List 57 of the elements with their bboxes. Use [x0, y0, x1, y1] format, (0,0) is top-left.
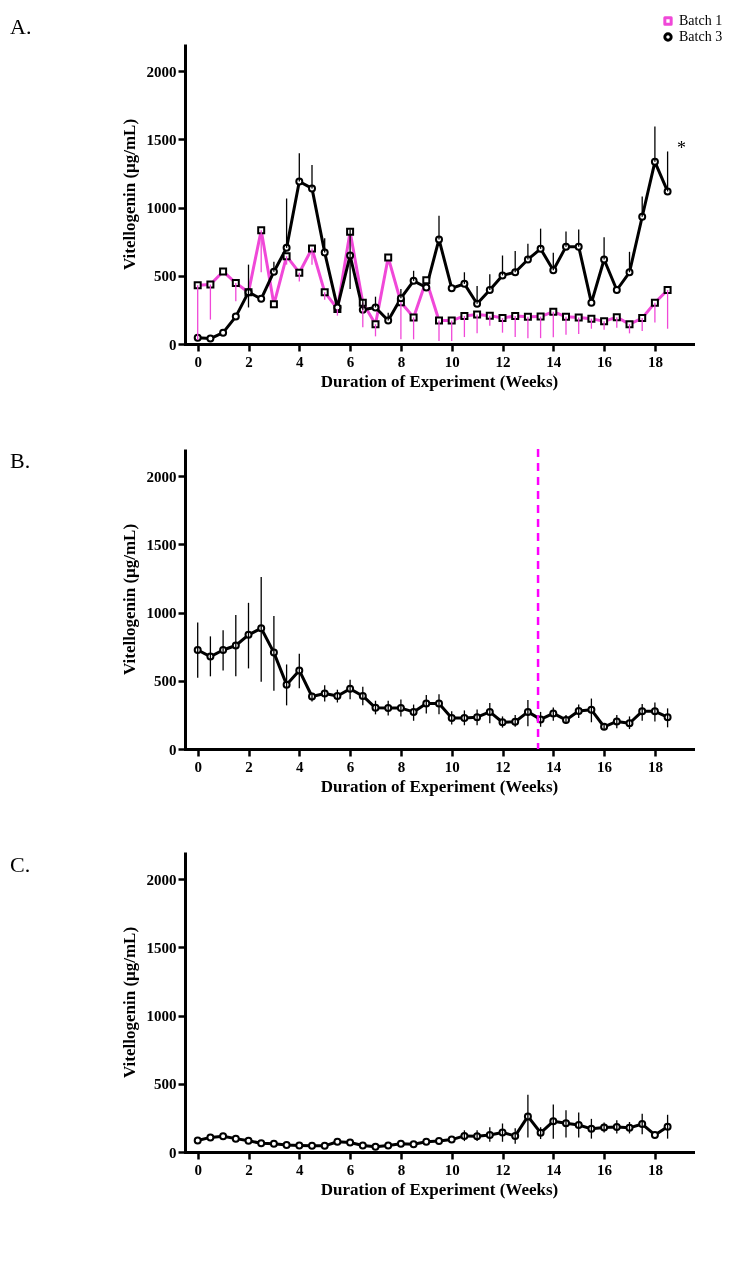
x-tick-label: 2: [245, 353, 253, 370]
y-tick-label: 500: [154, 1076, 177, 1093]
x-tick-label: 6: [346, 758, 355, 775]
x-tick-label: 10: [444, 353, 460, 370]
chart-title: C.: [10, 852, 31, 877]
x-tick-label: 18: [647, 353, 663, 370]
x-tick-label: 8: [397, 353, 406, 370]
x-axis-title: Duration of Experiment (Weeks): [320, 1179, 559, 1199]
x-tick-label: 10: [444, 758, 460, 775]
x-tick-label: 0: [194, 758, 202, 775]
y-tick-label: 2000: [146, 871, 177, 888]
x-tick-label: 14: [546, 1161, 562, 1178]
y-tick-label: 0: [169, 741, 177, 758]
y-tick-label: 2000: [146, 468, 177, 485]
annotation: *: [677, 138, 687, 158]
x-tick-label: 16: [597, 353, 613, 370]
x-tick-label: 6: [346, 353, 355, 370]
x-tick-label: 4: [296, 1161, 305, 1178]
x-tick-label: 14: [546, 758, 562, 775]
x-tick-label: 8: [397, 758, 406, 775]
x-tick-label: 12: [495, 1161, 511, 1178]
y-tick-label: 1500: [146, 131, 177, 148]
x-tick-label: 2: [245, 1161, 253, 1178]
x-tick-label: 4: [296, 758, 305, 775]
y-tick-label: 1000: [146, 200, 177, 217]
x-tick-label: 18: [647, 1161, 663, 1178]
x-tick-label: 16: [597, 758, 613, 775]
y-axis-title: Vitellogenin (μg/mL): [119, 523, 139, 676]
x-axis-title: Duration of Experiment (Weeks): [320, 776, 559, 796]
x-tick-label: 14: [546, 353, 562, 370]
x-tick-label: 0: [194, 353, 202, 370]
x-tick-label: 0: [194, 1161, 202, 1178]
y-axis-title: Vitellogenin (μg/mL): [119, 118, 139, 271]
x-tick-label: 2: [245, 758, 253, 775]
x-axis-title: Duration of Experiment (Weeks): [320, 371, 559, 391]
y-tick-label: 1000: [146, 605, 177, 622]
y-tick-label: 0: [169, 336, 177, 353]
legend-label: Batch 3: [679, 29, 723, 44]
y-tick-label: 0: [169, 1144, 177, 1161]
x-tick-label: 4: [296, 353, 305, 370]
legend-label: Batch 1: [679, 13, 723, 28]
x-tick-label: 12: [495, 353, 511, 370]
y-tick-label: 500: [154, 673, 177, 690]
y-tick-label: 1500: [146, 939, 177, 956]
y-tick-label: 500: [154, 268, 177, 285]
x-tick-label: 16: [597, 1161, 613, 1178]
y-tick-label: 1000: [146, 1008, 177, 1025]
chart-title: B.: [10, 447, 31, 473]
y-axis-title: Vitellogenin (μg/mL): [119, 926, 139, 1079]
y-tick-label: 1500: [146, 536, 177, 553]
x-tick-label: 18: [647, 758, 663, 775]
y-tick-label: 2000: [146, 63, 177, 80]
chart-title: A.: [10, 14, 32, 39]
x-tick-label: 12: [495, 758, 511, 775]
x-tick-label: 8: [397, 1161, 406, 1178]
x-tick-label: 10: [444, 1161, 460, 1178]
x-tick-label: 6: [346, 1161, 355, 1178]
